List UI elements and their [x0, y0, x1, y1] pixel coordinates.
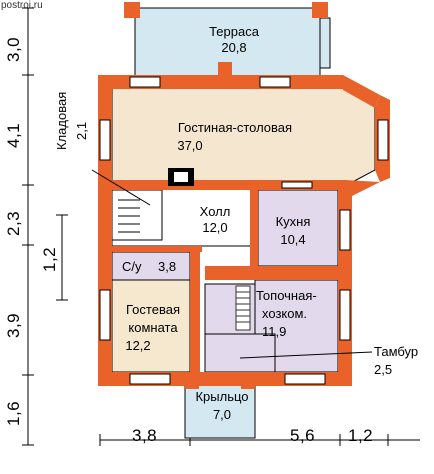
dim-left-3: 2,3	[4, 210, 23, 236]
pantry-area: 2,1	[74, 121, 89, 140]
living-room-label: Гостиная-столовая	[177, 120, 293, 135]
dim-left-5: 1,6	[4, 400, 23, 426]
leader-lines	[91, 169, 373, 359]
hall-area: 12,0	[202, 220, 228, 235]
guest-room-label-line1: Гостевая	[126, 302, 180, 317]
dim-left-4: 3,9	[4, 312, 23, 338]
living-room-floor	[111, 87, 376, 187]
boiler-room-label-line1: Топочная-	[256, 288, 317, 303]
boiler-room-label-line2: хозком.	[262, 306, 308, 321]
fireplace-icon	[174, 172, 188, 182]
stair-steps	[118, 199, 140, 233]
boiler-room-area: 11,9	[262, 324, 287, 339]
terrace-pillar	[124, 2, 140, 18]
bath-label: С/у	[122, 259, 142, 274]
vestibule-floor	[204, 333, 276, 373]
dim-bottom-1: 3,8	[132, 426, 158, 445]
dim-bottom-2: 5,6	[290, 426, 316, 445]
hall-label: Холл	[199, 204, 231, 219]
kitchen-area: 10,4	[280, 232, 306, 247]
bath-area: 3,8	[158, 259, 177, 274]
porch-floor	[184, 379, 256, 439]
dim-left-2: 4,1	[4, 122, 23, 148]
dim-left-inner: 1,2	[40, 246, 59, 272]
porch-label: Крыльцо	[195, 389, 249, 404]
porch-area: 7,0	[212, 407, 232, 422]
living-room-area: 37,0	[177, 138, 203, 153]
guest-room-area: 12,2	[125, 338, 151, 353]
ladder-icon	[235, 285, 251, 331]
dimension-lines	[22, 7, 420, 446]
terrace-area: 20,8	[221, 40, 247, 55]
terrace-railing-right	[319, 17, 331, 69]
dim-bottom-3: 1,2	[348, 426, 374, 445]
windows	[99, 76, 389, 385]
guest-room-label-line2: комната	[128, 320, 178, 335]
dim-left-1: 3,0	[4, 36, 23, 62]
terrace-pillar	[312, 2, 328, 18]
terrace-label: Терраса	[209, 24, 259, 39]
pantry-label: Кладовая	[54, 91, 69, 150]
watermark: postroi.ru	[1, 0, 43, 11]
vestibule-label: Тамбур	[374, 344, 419, 359]
kitchen-label: Кухня	[275, 214, 311, 229]
vestibule-area: 2,5	[374, 362, 393, 377]
terrace-pillar	[218, 62, 232, 76]
